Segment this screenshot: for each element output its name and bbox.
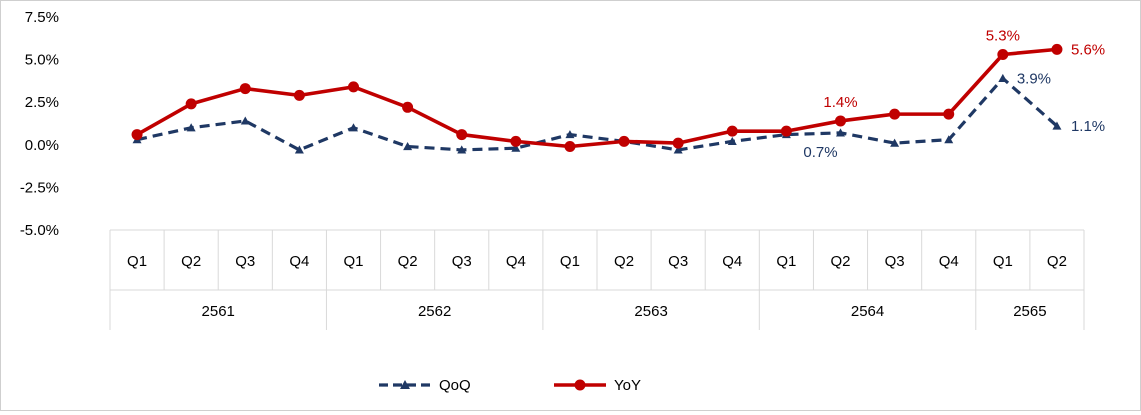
- x-category-label: Q1: [993, 253, 1013, 270]
- x-category-label: Q1: [127, 253, 147, 270]
- legend-marker-qoq: [400, 380, 410, 389]
- data-point-qoq: [294, 145, 304, 154]
- data-label-yoy: 5.6%: [1071, 41, 1105, 58]
- data-point-yoy: [456, 129, 468, 141]
- x-category-label: Q3: [235, 253, 255, 270]
- data-point-qoq: [998, 73, 1008, 82]
- data-point-yoy: [239, 83, 251, 95]
- x-category-label: Q4: [506, 253, 526, 270]
- data-point-yoy: [510, 135, 522, 147]
- data-labels: 0.7% 3.9% 1.1% 1.4% 5.3% 5.6%: [803, 27, 1105, 160]
- data-label-yoy: 5.3%: [986, 27, 1020, 44]
- data-point-yoy: [726, 125, 738, 137]
- x-year-label: 2565: [1013, 303, 1046, 320]
- legend-marker-yoy: [574, 379, 586, 391]
- x-year-label: 2564: [851, 303, 884, 320]
- data-label-qoq: 1.1%: [1071, 118, 1105, 135]
- data-point-qoq: [240, 116, 250, 125]
- data-point-yoy: [997, 48, 1009, 60]
- y-tick-label: 2.5%: [25, 94, 59, 111]
- data-point-qoq: [565, 130, 575, 139]
- data-label-qoq: 0.7%: [803, 144, 837, 161]
- legend-label-yoy: YoY: [614, 377, 641, 394]
- y-tick-label: -5.0%: [20, 222, 59, 239]
- x-category-label: Q2: [398, 253, 418, 270]
- data-point-qoq: [457, 145, 467, 154]
- x-category-label: Q2: [830, 253, 850, 270]
- x-category-label: Q4: [289, 253, 309, 270]
- x-year-label: 2562: [418, 303, 451, 320]
- y-tick-label: 5.0%: [25, 52, 59, 69]
- series-line-qoq: [136, 76, 1059, 152]
- y-tick-label: 7.5%: [25, 9, 59, 26]
- y-tick-label: 0.0%: [25, 137, 59, 154]
- data-point-qoq: [1052, 121, 1062, 130]
- data-point-yoy: [131, 129, 143, 141]
- data-point-qoq: [511, 143, 521, 152]
- x-axis: Q1 Q2 Q3 Q4 Q1 Q2 Q3 Q4 Q1 Q2 Q3 Q4 Q1 Q2 Q3 Q4 Q1 Q2 2561…: [109, 229, 1085, 330]
- data-point-yoy: [185, 98, 197, 110]
- x-year-label: 2561: [202, 303, 235, 320]
- legend-label-qoq: QoQ: [439, 377, 471, 394]
- data-point-yoy: [293, 89, 305, 101]
- data-point-qoq: [186, 123, 196, 132]
- x-category-label: Q1: [343, 253, 363, 270]
- data-point-qoq: [727, 136, 737, 145]
- data-point-yoy: [780, 125, 792, 137]
- data-point-yoy: [348, 81, 359, 93]
- y-tick-label: -2.5%: [20, 179, 59, 196]
- data-point-qoq: [836, 128, 845, 137]
- data-point-yoy: [943, 108, 955, 120]
- data-point-yoy: [672, 137, 684, 149]
- data-point-yoy: [618, 135, 630, 147]
- data-point-qoq: [403, 142, 413, 151]
- x-category-label: Q1: [776, 253, 796, 270]
- data-label-qoq: 3.9%: [1017, 70, 1051, 87]
- data-point-qoq: [673, 145, 683, 154]
- data-point-yoy: [889, 108, 901, 120]
- x-category-label: Q4: [722, 253, 742, 270]
- series-line-yoy: [136, 47, 1058, 149]
- series-layer: [131, 43, 1063, 154]
- x-category-label: Q2: [181, 253, 201, 270]
- data-label-yoy: 1.4%: [823, 94, 857, 111]
- x-category-label: Q2: [614, 253, 634, 270]
- data-point-yoy: [835, 115, 846, 127]
- data-point-yoy: [402, 101, 414, 113]
- x-year-label: 2563: [634, 303, 667, 320]
- x-category-label: Q2: [1047, 253, 1067, 270]
- x-category-label: Q3: [452, 253, 472, 270]
- y-axis-tick-labels: 7.5% 5.0% 2.5% 0.0% -2.5% -5.0%: [20, 9, 59, 239]
- data-point-yoy: [1051, 43, 1063, 55]
- x-category-label: Q1: [560, 253, 580, 270]
- x-category-label: Q3: [668, 253, 688, 270]
- x-category-label: Q4: [939, 253, 959, 270]
- x-category-label: Q3: [885, 253, 905, 270]
- data-point-qoq: [944, 135, 954, 144]
- data-point-qoq: [890, 138, 900, 147]
- legend: QoQ YoY: [379, 377, 641, 394]
- data-point-yoy: [564, 141, 576, 153]
- data-point-qoq: [349, 123, 358, 132]
